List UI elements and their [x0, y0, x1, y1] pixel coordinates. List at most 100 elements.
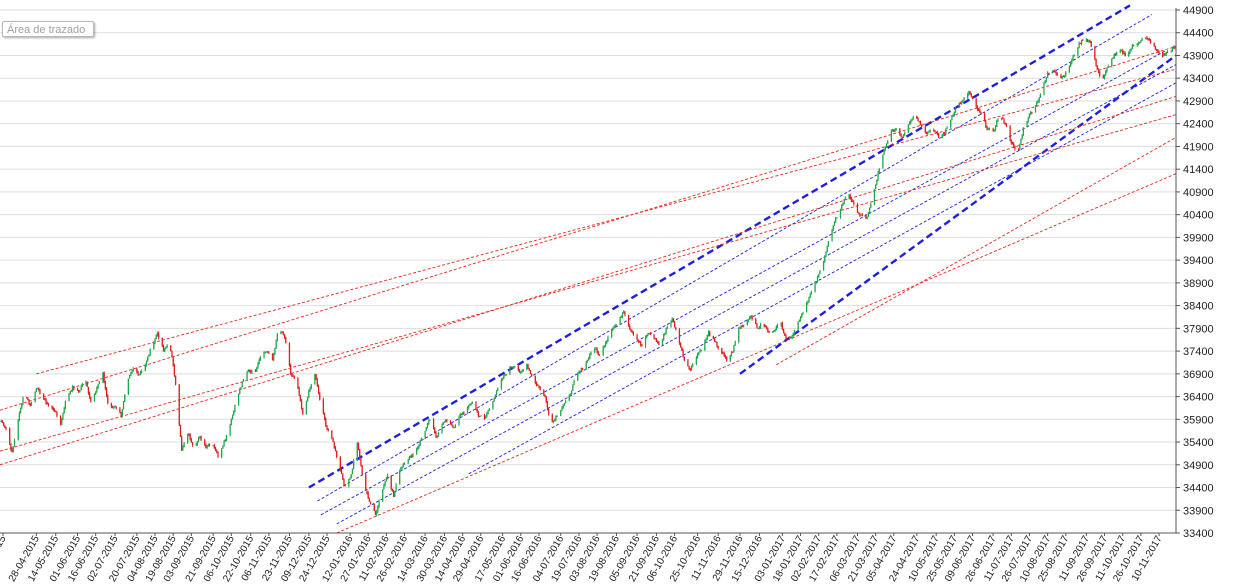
candle-body — [331, 431, 333, 438]
candle-body — [156, 333, 159, 336]
candle-body — [627, 314, 630, 326]
candle-body — [104, 381, 107, 389]
y-tick-label: 36900 — [1183, 369, 1214, 381]
candle-body — [638, 341, 641, 343]
candle-body — [620, 316, 622, 318]
candle-body — [917, 118, 919, 122]
candle-body — [340, 470, 343, 474]
candle-body — [683, 357, 685, 361]
candle-body — [900, 134, 902, 137]
candle-body — [302, 407, 304, 414]
candle-body — [707, 332, 710, 335]
candle-body — [454, 425, 457, 428]
candle-body — [230, 419, 232, 426]
candle-body — [663, 334, 665, 340]
candle-body — [251, 370, 253, 373]
candle-body — [1171, 47, 1174, 51]
candle-body — [485, 416, 487, 419]
candle-body — [1072, 56, 1074, 60]
candle-body — [867, 212, 870, 217]
candle-body — [739, 327, 741, 329]
candle-body — [653, 334, 655, 339]
candle-body — [1096, 65, 1098, 70]
candle-body — [231, 415, 234, 420]
candle-body — [242, 379, 245, 382]
candle-body — [904, 132, 906, 136]
candle-body — [386, 475, 389, 479]
candle-body — [562, 405, 564, 409]
candle-body — [757, 327, 759, 329]
candle-body — [4, 425, 6, 428]
candle-body — [610, 329, 613, 338]
candle-body — [30, 402, 33, 406]
candle-body — [424, 431, 426, 439]
trendline — [776, 136, 1177, 366]
candle-body — [207, 444, 209, 447]
candle-body — [504, 374, 506, 376]
candle-body — [678, 329, 681, 344]
candle-body — [934, 131, 936, 133]
candle-body — [1102, 75, 1104, 79]
candle-body — [1085, 39, 1088, 41]
candle-body — [385, 478, 387, 482]
candle-body — [1165, 52, 1167, 55]
y-tick-label: 41400 — [1183, 164, 1214, 176]
candle-body — [88, 393, 91, 398]
candle-body — [297, 378, 299, 388]
candle-body — [85, 382, 87, 385]
candle-body — [1020, 138, 1022, 145]
candle-body — [511, 367, 513, 369]
candle-body — [1028, 113, 1031, 119]
candle-body — [856, 204, 859, 213]
candle-body — [861, 214, 863, 216]
candle-body — [102, 372, 104, 382]
candle-body — [1155, 49, 1158, 51]
candle-body — [699, 350, 701, 353]
candle-body — [681, 346, 683, 351]
candle-body — [569, 393, 572, 396]
candle-body — [113, 406, 115, 408]
candle-body — [212, 445, 214, 447]
candle-body — [121, 409, 123, 416]
candle-body — [1132, 45, 1135, 47]
candle-body — [1086, 39, 1089, 42]
candle-body — [500, 379, 503, 389]
candle-body — [322, 399, 325, 414]
candle-body — [0, 421, 2, 423]
candle-body — [377, 506, 379, 512]
candle-body — [64, 401, 67, 409]
candle-body — [518, 370, 521, 373]
candle-body — [763, 324, 765, 327]
candle-body — [706, 334, 708, 339]
candle-body — [87, 386, 90, 394]
candle-body — [866, 216, 868, 219]
candle-body — [336, 450, 338, 457]
candle-body — [1068, 65, 1071, 73]
candle-body — [1113, 54, 1115, 59]
candle-body — [741, 326, 744, 328]
candle-body — [1137, 42, 1140, 44]
candle-body — [1088, 40, 1090, 42]
y-tick-label: 34400 — [1183, 483, 1214, 495]
candle-body — [555, 416, 557, 420]
candle-body — [128, 376, 131, 379]
candle-body — [463, 412, 465, 414]
candle-body — [655, 338, 658, 342]
candle-body — [154, 338, 156, 343]
candle-body — [166, 345, 168, 348]
candle-body — [105, 388, 108, 396]
candle-body — [144, 365, 146, 372]
candle-body — [488, 408, 490, 411]
candle-body — [1031, 112, 1033, 114]
candle-body — [314, 374, 316, 385]
candle-body — [339, 456, 341, 471]
candle-body — [723, 353, 725, 356]
candle-body — [155, 335, 157, 339]
candle-body — [746, 320, 748, 325]
candle-body — [595, 348, 597, 350]
candle-body — [604, 342, 607, 347]
candle-body — [148, 354, 150, 357]
candle-body — [768, 331, 770, 333]
candle-body — [46, 403, 48, 405]
